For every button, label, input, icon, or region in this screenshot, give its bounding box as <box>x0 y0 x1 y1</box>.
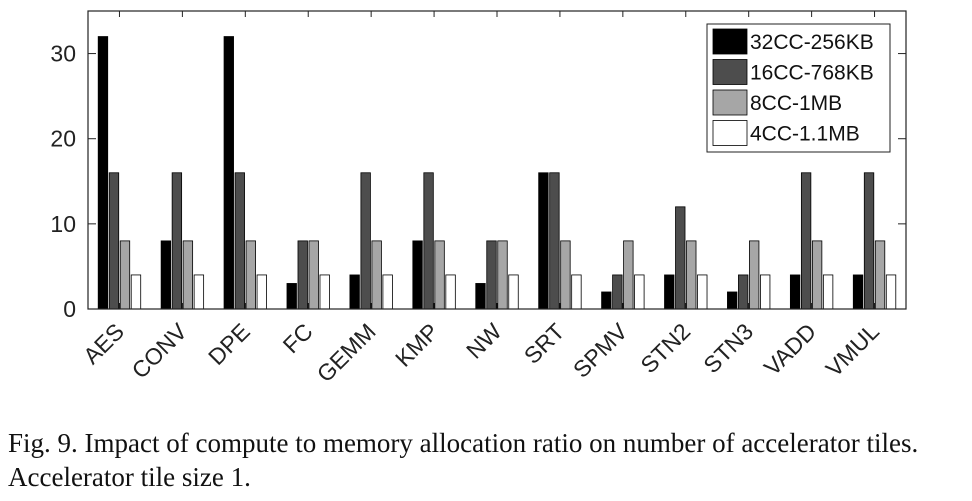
x-tick-label: SPMV <box>568 318 633 383</box>
bar-srt-series-0 <box>538 172 549 310</box>
bar-aes-series-3 <box>130 274 142 310</box>
x-tick-label: CONV <box>127 318 193 384</box>
bar-kmp-series-0 <box>412 240 423 310</box>
bar-nw-series-0 <box>475 283 486 310</box>
bar-srt-series-2 <box>560 240 571 310</box>
bar-stn2-series-0 <box>664 274 675 310</box>
bar-srt-series-1 <box>549 172 560 310</box>
bar-vmul-series-1 <box>863 172 875 310</box>
bar-kmp-series-3 <box>445 274 456 310</box>
bar-vadd-series-0 <box>789 274 801 310</box>
bar-gemm-series-2 <box>371 240 382 310</box>
bar-nw-series-3 <box>508 274 519 310</box>
bar-dpe-series-3 <box>256 274 267 310</box>
bar-stn3-series-1 <box>738 274 749 310</box>
bar-dpe-series-1 <box>234 172 245 310</box>
axes-frame <box>87 10 907 310</box>
bar-nw-series-2 <box>497 240 508 310</box>
bar-stn3-series-0 <box>727 291 738 310</box>
y-tick-label: 30 <box>50 41 76 67</box>
bar-aes-series-2 <box>119 240 131 310</box>
bar-vadd-series-2 <box>811 240 823 310</box>
bar-conv-series-3 <box>193 274 205 310</box>
bar-gemm-series-0 <box>349 274 360 310</box>
figure-caption: Fig. 9. Impact of compute to memory allo… <box>8 428 919 492</box>
x-tick-label: STN2 <box>635 318 695 378</box>
legend-label-3: 4CC-1.1MB <box>750 123 860 146</box>
x-tick-label: NW <box>461 318 507 364</box>
bar-vmul-series-3 <box>885 274 897 310</box>
bar-spmv-series-2 <box>623 240 634 310</box>
legend-label-1: 16CC-768KB <box>750 62 874 85</box>
legend-swatch-0 <box>712 28 748 55</box>
legend-swatch-2 <box>712 89 748 116</box>
bar-nw-series-1 <box>486 240 497 310</box>
bar-vadd-series-1 <box>800 172 812 310</box>
x-tick-label: DPE <box>203 318 255 370</box>
bar-stn2-series-1 <box>675 206 686 310</box>
legend-swatch-3 <box>712 120 748 146</box>
bar-stn3-series-3 <box>760 274 771 310</box>
y-tick-label: 0 <box>63 296 76 322</box>
bar-stn3-series-2 <box>749 240 760 310</box>
bar-kmp-series-2 <box>434 240 445 310</box>
bar-fc-series-2 <box>308 240 319 310</box>
bar-gemm-series-1 <box>360 172 371 310</box>
x-tick-label: FC <box>278 318 318 358</box>
chart: 0 10 20 30 AES CONV DPE FC GEMM KMP NW SRT SPMV STN2 S… <box>50 10 907 387</box>
x-tick-label: GEMM <box>312 318 381 387</box>
x-tick-label: AES <box>78 318 129 369</box>
bar-spmv-series-1 <box>612 274 623 310</box>
bar-fc-series-1 <box>297 240 308 310</box>
bar-dpe-series-2 <box>245 240 256 310</box>
bar-conv-series-0 <box>160 240 172 310</box>
bar-spmv-series-3 <box>634 274 645 310</box>
bar-gemm-series-3 <box>382 274 393 310</box>
bar-aes-series-0 <box>97 36 109 310</box>
bar-vadd-series-3 <box>822 274 834 310</box>
bar-fc-series-3 <box>319 274 330 310</box>
bar-conv-series-2 <box>182 240 194 310</box>
legend-label-2: 8CC-1MB <box>750 92 842 115</box>
x-tick-label: VADD <box>759 318 821 380</box>
bar-conv-series-1 <box>171 172 183 310</box>
bar-vmul-series-2 <box>874 240 886 310</box>
bar-fc-series-0 <box>286 283 297 310</box>
bar-spmv-series-0 <box>601 291 612 310</box>
x-tick-label: KMP <box>390 318 444 372</box>
bar-srt-series-3 <box>571 274 582 310</box>
bar-vmul-series-0 <box>852 274 864 310</box>
bar-aes-series-1 <box>108 172 120 310</box>
bar-stn2-series-3 <box>697 274 708 310</box>
legend-label-0: 32CC-256KB <box>750 31 874 54</box>
legend-swatch-1 <box>712 59 748 85</box>
x-tick-label: STN3 <box>698 318 758 378</box>
bar-dpe-series-0 <box>223 36 234 310</box>
y-tick-label: 10 <box>50 211 76 237</box>
x-tick-label: VMUL <box>821 318 885 382</box>
bar-stn2-series-2 <box>686 240 697 310</box>
x-tick-label: SRT <box>519 318 570 369</box>
bar-kmp-series-1 <box>423 172 434 310</box>
y-tick-label: 20 <box>50 126 76 152</box>
